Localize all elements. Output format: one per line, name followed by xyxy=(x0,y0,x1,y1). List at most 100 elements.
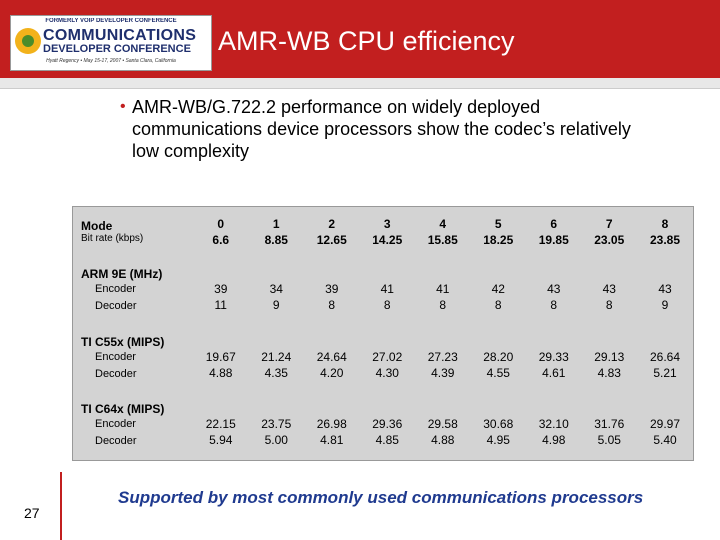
processor-name: TI C55x (MIPS) xyxy=(81,334,165,349)
encoder-value: 27.23 xyxy=(427,349,458,364)
value-cell: 27.02 4.30 xyxy=(360,325,416,393)
decoder-label: Decoder xyxy=(95,367,137,380)
value-cell: 30.68 4.95 xyxy=(471,393,527,461)
decoder-value: 5.40 xyxy=(653,433,677,448)
decoder-label: Decoder xyxy=(95,435,137,448)
encoder-value: 23.75 xyxy=(261,417,292,432)
encoder-value: 21.24 xyxy=(261,349,292,364)
encoder-value: 29.13 xyxy=(594,349,625,364)
value-cell: 27.23 4.39 xyxy=(415,325,471,393)
decoder-value: 4.85 xyxy=(375,433,399,448)
encoder-value: 43 xyxy=(602,281,616,296)
logo-line1: COMMUNICATIONS xyxy=(43,27,197,44)
mode-value: 8 xyxy=(661,216,669,231)
encoder-value: 32.10 xyxy=(538,417,569,432)
value-cell: 22.15 5.94 xyxy=(193,393,249,461)
value-cell: 29.33 4.61 xyxy=(526,325,582,393)
mode-header-cell: 3 14.25 xyxy=(360,207,416,257)
decoder-value: 8 xyxy=(439,297,447,312)
mode-value: 3 xyxy=(383,216,391,231)
mode-header-cell: 1 8.85 xyxy=(249,207,305,257)
bullet-icon: • xyxy=(120,98,126,115)
value-cell: 34 9 xyxy=(249,257,305,325)
value-cell: 31.76 5.05 xyxy=(582,393,638,461)
encoder-value: 29.36 xyxy=(372,417,403,432)
value-cell: 43 9 xyxy=(637,257,694,325)
encoder-label: Encoder xyxy=(95,418,136,431)
decoder-value: 8 xyxy=(550,297,558,312)
encoder-value: 41 xyxy=(436,281,450,296)
decoder-value: 4.35 xyxy=(264,365,288,380)
encoder-value: 30.68 xyxy=(483,417,514,432)
processor-label-cell: ARM 9E (MHz) Encoder Decoder xyxy=(73,257,194,325)
slide-title: AMR-WB CPU efficiency xyxy=(218,26,515,56)
decoder-value: 4.88 xyxy=(431,433,455,448)
encoder-label: Encoder xyxy=(95,350,136,363)
decoder-value: 4.98 xyxy=(542,433,566,448)
decoder-value: 8 xyxy=(494,297,502,312)
mode-header-cell: 2 12.65 xyxy=(304,207,360,257)
value-cell: 39 8 xyxy=(304,257,360,325)
encoder-value: 19.67 xyxy=(205,349,236,364)
encoder-value: 42 xyxy=(491,281,505,296)
encoder-value: 29.58 xyxy=(427,417,458,432)
value-cell: 28.20 4.55 xyxy=(471,325,527,393)
bullet-text: AMR-WB/G.722.2 performance on widely dep… xyxy=(132,97,631,161)
encoder-value: 26.64 xyxy=(649,349,681,364)
encoder-value: 27.02 xyxy=(372,349,403,364)
logo-top-text: FORMERLY VOIP DEVELOPER CONFERENCE xyxy=(45,18,177,24)
decoder-value: 11 xyxy=(214,297,227,312)
encoder-label: Encoder xyxy=(95,282,136,295)
tagline: Supported by most commonly used communic… xyxy=(118,488,644,507)
encoder-value: 29.33 xyxy=(538,349,569,364)
mode-value: 7 xyxy=(605,216,613,231)
value-cell: 21.24 4.35 xyxy=(249,325,305,393)
mode-header-cell: 4 15.85 xyxy=(415,207,471,257)
processor-label-cell: TI C55x (MIPS) Encoder Decoder xyxy=(73,325,194,393)
decoder-value: 4.30 xyxy=(375,365,399,380)
bitrate-value: 6.6 xyxy=(212,232,230,247)
bitrate-value: 12.65 xyxy=(316,232,347,247)
logo-line2: DEVELOPER CONFERENCE xyxy=(43,43,191,55)
table-header-row: Mode Bit rate (kbps) 0 6.6 1 8.85 2 12.65 3 14.25… xyxy=(73,207,694,257)
value-cell: 32.10 4.98 xyxy=(526,393,582,461)
decoder-value: 8 xyxy=(328,297,336,312)
mode-header-cell: 5 18.25 xyxy=(471,207,527,257)
decoder-value: 4.88 xyxy=(209,365,233,380)
decoder-value: 9 xyxy=(272,297,280,312)
value-cell: 29.36 4.85 xyxy=(360,393,416,461)
performance-table: Mode Bit rate (kbps) 0 6.6 1 8.85 2 12.65 3 14.25… xyxy=(72,206,694,461)
table-row: TI C55x (MIPS) Encoder Decoder 19.67 4.88 21.… xyxy=(73,325,694,393)
bitrate-value: 19.85 xyxy=(538,232,569,247)
encoder-value: 39 xyxy=(325,281,339,296)
bitrate-value: 23.85 xyxy=(649,232,681,247)
encoder-value: 31.76 xyxy=(594,417,625,432)
decoder-value: 5.94 xyxy=(209,433,233,448)
encoder-value: 26.98 xyxy=(316,417,347,432)
decoder-value: 4.61 xyxy=(542,365,566,380)
value-cell: 19.67 4.88 xyxy=(193,325,249,393)
processor-name: ARM 9E (MHz) xyxy=(81,266,163,281)
bitrate-value: 15.85 xyxy=(427,232,458,247)
table-row: ARM 9E (MHz) Encoder Decoder 39 11 34 9 39 8 41 8 4… xyxy=(73,257,694,325)
encoder-value: 29.97 xyxy=(649,417,681,432)
logo-subtext: Hyatt Regency • May 15-17, 2007 • Santa … xyxy=(46,58,176,64)
bitrate-value: 23.05 xyxy=(594,232,625,247)
value-cell: 29.13 4.83 xyxy=(582,325,638,393)
decoder-value: 4.20 xyxy=(320,365,344,380)
decoder-value: 5.05 xyxy=(597,433,621,448)
bitrate-value: 14.25 xyxy=(372,232,403,247)
value-cell: 43 8 xyxy=(526,257,582,325)
slide-number: 27 xyxy=(24,505,40,521)
decoder-value: 4.83 xyxy=(597,365,621,380)
table-row: TI C64x (MIPS) Encoder Decoder 22.15 5.94 23.… xyxy=(73,393,694,461)
value-cell: 29.97 5.40 xyxy=(637,393,694,461)
mode-value: 4 xyxy=(439,216,447,231)
value-cell: 43 8 xyxy=(582,257,638,325)
decoder-value: 8 xyxy=(605,297,613,312)
processor-label-cell: TI C64x (MIPS) Encoder Decoder xyxy=(73,393,194,461)
decoder-value: 5.21 xyxy=(653,365,677,380)
value-cell: 41 8 xyxy=(415,257,471,325)
mode-header-cell: 7 23.05 xyxy=(582,207,638,257)
decoder-value: 4.95 xyxy=(486,433,510,448)
